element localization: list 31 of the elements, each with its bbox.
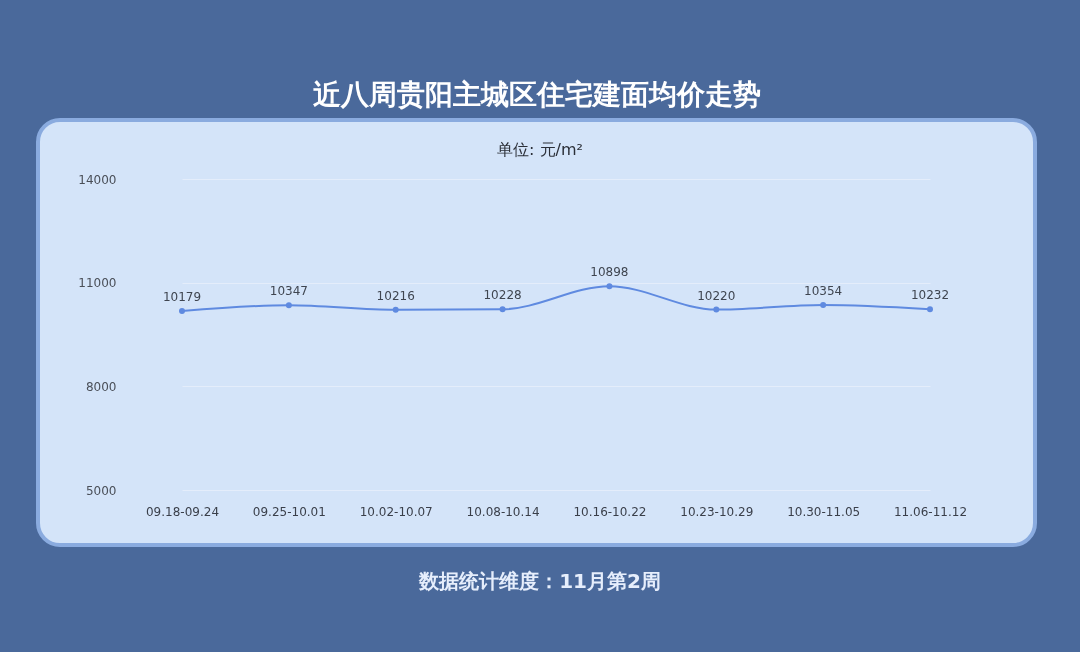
data-label: 10347 — [269, 284, 308, 299]
point — [713, 306, 720, 313]
point — [606, 283, 613, 290]
x-tick-label: 09.18-09.24 — [145, 504, 220, 519]
point — [499, 306, 506, 313]
x-tick-label: 10.08-10.14 — [466, 504, 540, 519]
data-label: 10232 — [910, 288, 950, 303]
x-tick-label: 11.06-11.12 — [893, 504, 968, 519]
x-tick-label: 10.16-10.22 — [573, 504, 647, 519]
y-tick-label: 8000 — [85, 379, 117, 394]
data-label: 10220 — [697, 288, 736, 303]
data-label: 10179 — [162, 290, 202, 305]
y-tick-label: 11000 — [78, 276, 117, 291]
point — [179, 308, 185, 315]
data-label: 10898 — [590, 265, 629, 280]
x-tick-label: 10.30-11.05 — [787, 504, 861, 519]
data-label: 10354 — [804, 283, 843, 298]
chart-title: 近八周贵阳主城区住宅建面均价走势 — [312, 78, 761, 111]
text: 数据统计维度：11月第2周 — [418, 569, 661, 593]
point — [392, 306, 399, 313]
y-tick-label: 5000 — [85, 483, 117, 498]
y-tick-label: 14000 — [78, 172, 117, 187]
chart-subtitle: 单位: 元/m² — [497, 140, 583, 159]
x-tick-label: 09.25-10.01 — [252, 504, 326, 519]
point — [285, 302, 292, 309]
point — [927, 306, 933, 313]
data-label: 10228 — [483, 288, 522, 303]
point — [820, 302, 827, 308]
x-tick-label: 10.23-10.29 — [680, 504, 754, 519]
data-label: 10216 — [376, 288, 415, 303]
x-tick-label: 10.02-10.07 — [359, 504, 433, 519]
